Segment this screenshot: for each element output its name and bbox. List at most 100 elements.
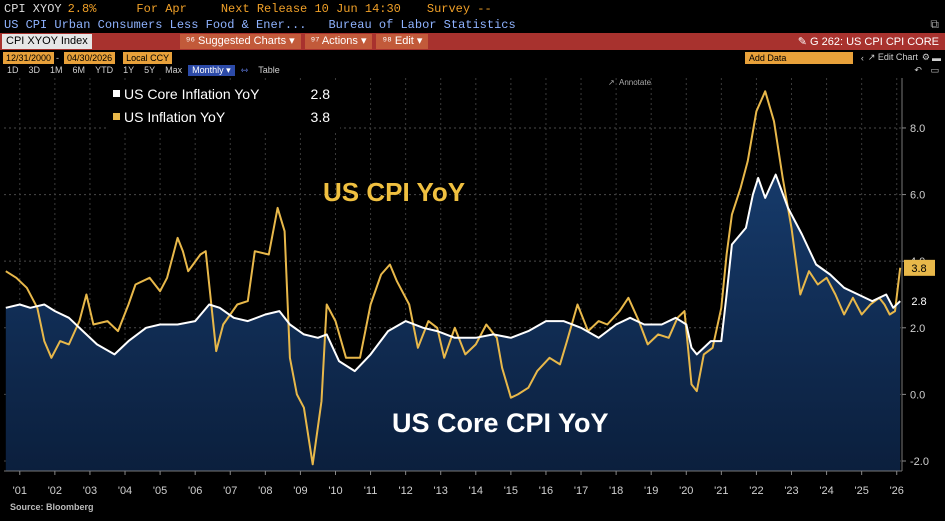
- security-description: US CPI Urban Consumers Less Food & Ener.…: [4, 17, 307, 32]
- command-line[interactable]: CPI XYOY Index: [2, 34, 92, 49]
- legend-swatch-headline: [113, 113, 120, 120]
- x-tick-label: '05: [153, 485, 167, 497]
- undo-icon[interactable]: ↶: [914, 64, 922, 75]
- legend-value-headline: 3.8: [311, 109, 331, 125]
- legend: US Core Inflation YoY 2.8 US Inflation Y…: [108, 81, 340, 131]
- x-tick-label: '18: [609, 485, 623, 497]
- chart-controls: 12/31/2000 - 04/30/2026 Local CCY Add Da…: [0, 51, 945, 76]
- y-tick-label: -2.0: [910, 456, 929, 468]
- annotate-icon: ↗: [608, 78, 615, 87]
- x-tick-label: '13: [434, 485, 448, 497]
- y-tick-label: 2.0: [910, 323, 925, 335]
- next-release: Next Release 10 Jun 14:30: [220, 1, 401, 16]
- chart-subtitle: US Core CPI YoY: [392, 408, 609, 438]
- x-tick-label: '17: [574, 485, 588, 497]
- legend-box: [108, 81, 340, 131]
- description-row: US CPI Urban Consumers Less Food & Ener.…: [0, 17, 945, 32]
- x-tick-label: '19: [644, 485, 658, 497]
- series-lines: [5, 90, 902, 466]
- edit-label: Edit: [394, 35, 414, 47]
- x-tick-label: '25: [854, 485, 868, 497]
- core-last-tag-value: 2.8: [911, 296, 926, 308]
- suggested-charts-label: Suggested Charts: [198, 35, 287, 47]
- add-data-input[interactable]: Add Data: [744, 51, 853, 64]
- headline-last-tag-value: 3.8: [911, 263, 926, 275]
- y-tick-label: 6.0: [910, 190, 925, 202]
- x-tick-label: '09: [293, 485, 307, 497]
- chevron-left-icon[interactable]: ‹: [860, 52, 864, 63]
- x-tick-label: '04: [118, 485, 132, 497]
- period-6m[interactable]: 6M: [72, 65, 86, 75]
- x-tick-label: '24: [819, 485, 833, 497]
- x-tick-label: '22: [749, 485, 763, 497]
- legend-value-core: 2.8: [311, 86, 331, 102]
- x-tick-label: '14: [469, 485, 483, 497]
- chart-id: ✎ G 262: US CPI CPI CORE: [798, 35, 945, 48]
- x-tick-label: '26: [890, 485, 904, 497]
- settings-icon[interactable]: ⚙: [921, 52, 930, 62]
- frequency-label: Monthly: [192, 64, 224, 75]
- chart-type-icon[interactable]: ▬: [932, 52, 941, 63]
- table-button[interactable]: Table: [258, 65, 280, 75]
- x-tick-label: '08: [258, 485, 272, 497]
- core-area-fill: [5, 174, 901, 471]
- pencil-icon[interactable]: ✎: [797, 36, 807, 48]
- edit-menu[interactable]: ⁹⁸ Edit ▾: [376, 34, 429, 49]
- period-1d[interactable]: 1D: [7, 65, 19, 75]
- x-tick-label: '03: [83, 485, 97, 497]
- actions-label: Actions: [321, 35, 358, 47]
- core-cpi-line: [5, 173, 901, 373]
- start-date-input[interactable]: 12/31/2000: [3, 51, 55, 64]
- source-label: Source: Bloomberg: [10, 502, 94, 512]
- annotate-control[interactable]: ↗ Annotate: [608, 78, 652, 87]
- edit-chart-label: Edit Chart: [877, 52, 918, 62]
- source-org: Bureau of Labor Statistics: [328, 17, 516, 32]
- x-tick-label: '15: [504, 485, 518, 497]
- security-value: 2.8%: [67, 1, 97, 16]
- core-last-tag-box: [904, 293, 935, 310]
- frequency-select[interactable]: Monthly ▾: [188, 64, 235, 76]
- x-tick-label: '20: [679, 485, 693, 497]
- security-ticker: CPI XYOY: [4, 1, 62, 16]
- x-tick-label: '23: [784, 485, 798, 497]
- currency-select[interactable]: Local CCY: [123, 51, 173, 64]
- minimize-icon[interactable]: ▭: [930, 64, 939, 75]
- axes: -2.00.02.04.06.08.0'01'02'03'04'05'06'07…: [4, 78, 935, 497]
- annotate-label: Annotate: [619, 78, 652, 87]
- window-controls: ↶ ▭: [914, 65, 939, 76]
- chart-id-label: G 262: US CPI CPI CORE: [810, 36, 939, 48]
- period-ytd[interactable]: YTD: [95, 65, 114, 75]
- legend-label-headline: US Inflation YoY: [124, 109, 226, 125]
- cpi-chart: -2.00.02.04.06.08.0'01'02'03'04'05'06'07…: [4, 78, 935, 512]
- core-area: [5, 174, 901, 471]
- x-tick-label: '01: [13, 485, 27, 497]
- popout-icon[interactable]: ⧉: [930, 17, 939, 32]
- period-1m[interactable]: 1M: [50, 65, 63, 75]
- for-period: For Apr: [136, 1, 187, 16]
- x-tick-label: '02: [48, 485, 62, 497]
- chart-title: US CPI YoY: [323, 177, 465, 207]
- y-tick-label: 8.0: [910, 123, 925, 135]
- command-toolbar: CPI XYOY Index ⁹⁶ Suggested Charts ▾ ⁹⁷ …: [0, 33, 945, 50]
- x-tick-label: '06: [188, 485, 202, 497]
- date-separator: -: [56, 52, 60, 63]
- suggested-charts-menu[interactable]: ⁹⁶ Suggested Charts ▾: [179, 34, 301, 49]
- edit-chart-button[interactable]: ↗ Edit Chart: [867, 52, 918, 62]
- headline-cpi-line: [5, 90, 902, 466]
- line-chart-icon[interactable]: ⇿: [240, 64, 249, 75]
- period-5y[interactable]: 5Y: [144, 65, 156, 75]
- legend-label-core: US Core Inflation YoY: [124, 86, 260, 102]
- x-tick-label: '12: [398, 485, 412, 497]
- chart-area: -2.00.02.04.06.08.0'01'02'03'04'05'06'07…: [0, 76, 945, 516]
- x-tick-label: '07: [223, 485, 237, 497]
- headline-last-tag-box: [904, 259, 935, 276]
- chart-labels: US CPI YoY US Core CPI YoY: [323, 177, 609, 438]
- period-3d[interactable]: 3D: [28, 65, 41, 75]
- legend-swatch-core: [113, 90, 120, 97]
- period-1y[interactable]: 1Y: [123, 65, 135, 75]
- period-max[interactable]: Max: [165, 65, 183, 75]
- x-tick-label: '21: [714, 485, 728, 497]
- security-header: CPI XYOY 2.8% For Apr Next Release 10 Ju…: [0, 0, 945, 17]
- actions-menu[interactable]: ⁹⁷ Actions ▾: [304, 34, 373, 49]
- end-date-input[interactable]: 04/30/2026: [64, 51, 116, 64]
